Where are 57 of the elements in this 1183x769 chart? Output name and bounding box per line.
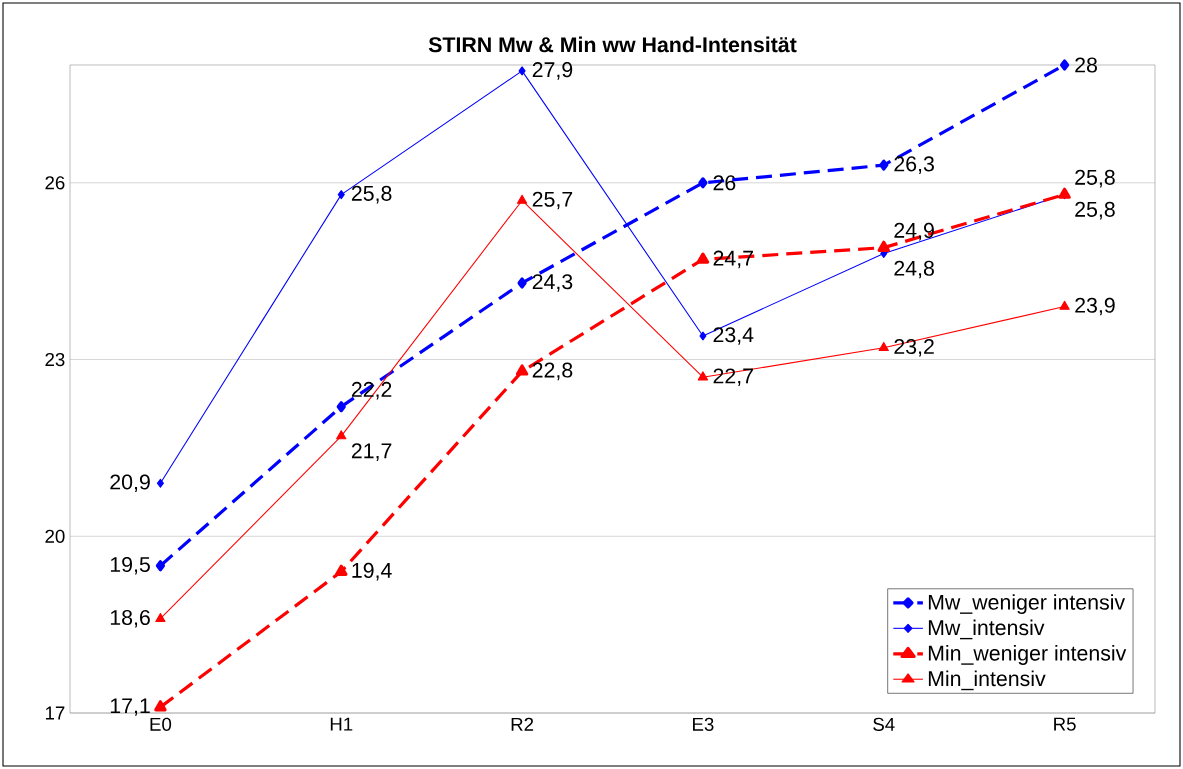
point	[515, 364, 529, 376]
point	[155, 560, 166, 572]
point	[1059, 59, 1070, 71]
data-label: 21,7	[351, 443, 392, 461]
data-label: 23,4	[713, 327, 754, 345]
point	[336, 430, 347, 440]
data-label: 20,9	[110, 474, 150, 493]
point	[336, 401, 346, 413]
x-tick-label: H1	[330, 717, 353, 731]
data-label: 27,9	[532, 62, 573, 80]
x-tick-label: R2	[511, 717, 534, 731]
point	[696, 252, 710, 264]
data-label: 28	[1075, 57, 1097, 73]
y-tick-label: 20	[45, 529, 65, 543]
x-tick-label: E3	[693, 717, 714, 731]
legend-label: Min_weniger intensiv	[928, 645, 1127, 665]
point	[879, 159, 889, 171]
legend-label: Min_intensiv	[928, 670, 1046, 691]
x-tick-label: E0	[150, 717, 172, 731]
y-tick-label: 23	[45, 352, 65, 367]
data-label: 25,8	[1075, 201, 1115, 220]
point	[877, 240, 890, 252]
data-label: 24,9	[894, 222, 934, 241]
point	[156, 478, 164, 488]
x-tick-label: R5	[1054, 717, 1076, 731]
y-tick-label: 17	[45, 706, 65, 720]
legend-label: Mw_weniger intensiv	[928, 594, 1126, 615]
point	[1059, 300, 1070, 310]
point	[697, 371, 709, 381]
data-label: 19,4	[352, 562, 392, 581]
point	[155, 612, 166, 622]
data-label: 18,6	[110, 609, 150, 628]
point	[878, 341, 889, 351]
data-label: 25,8	[1075, 169, 1115, 188]
x-tick-label: S4	[873, 717, 895, 731]
data-label: 26,3	[894, 156, 934, 174]
data-label: 22,7	[713, 368, 753, 387]
point	[517, 277, 527, 289]
point	[335, 564, 348, 576]
data-label: 17,1	[110, 698, 150, 716]
chart-title: STIRN Mw & Min ww Hand-Intensität	[428, 36, 797, 53]
point	[516, 194, 528, 204]
data-label: 23,2	[894, 338, 934, 357]
data-label: 25,7	[532, 191, 573, 210]
data-label: 23,9	[1075, 297, 1115, 316]
point	[699, 331, 707, 341]
point	[337, 190, 345, 200]
point	[154, 700, 167, 712]
data-label: 25,8	[351, 185, 392, 204]
data-label: 24,8	[894, 260, 934, 279]
data-label: 22,8	[532, 362, 573, 381]
point	[698, 177, 708, 189]
data-label: 19,5	[110, 556, 150, 575]
data-label: 24,3	[532, 274, 573, 292]
y-tick-label: 26	[45, 176, 65, 190]
legend-label: Mw_intensiv	[928, 619, 1045, 640]
point	[518, 66, 526, 76]
